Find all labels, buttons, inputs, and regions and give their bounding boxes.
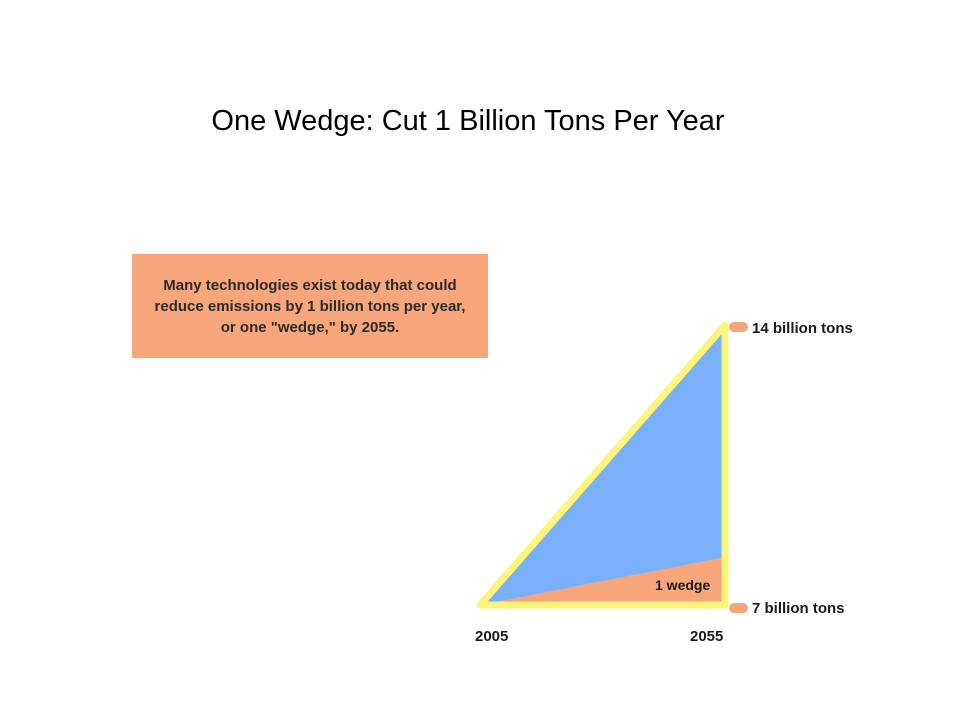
callout-box: Many technologies exist today that could… [132, 254, 488, 358]
start-year-label: 2005 [475, 628, 508, 645]
top-value-label: 14 billion tons [752, 320, 853, 337]
top-marker [729, 322, 748, 332]
callout-text: Many technologies exist today that could… [154, 276, 466, 336]
slide-title: One Wedge: Cut 1 Billion Tons Per Year [211, 105, 725, 137]
bottom-marker [729, 603, 748, 613]
wedge-region [480, 557, 725, 605]
bottom-value-label: 7 billion tons [752, 600, 845, 617]
end-year-label: 2055 [690, 628, 723, 645]
triangle-outline [476, 321, 729, 609]
wedge-label: 1 wedge [655, 577, 710, 593]
